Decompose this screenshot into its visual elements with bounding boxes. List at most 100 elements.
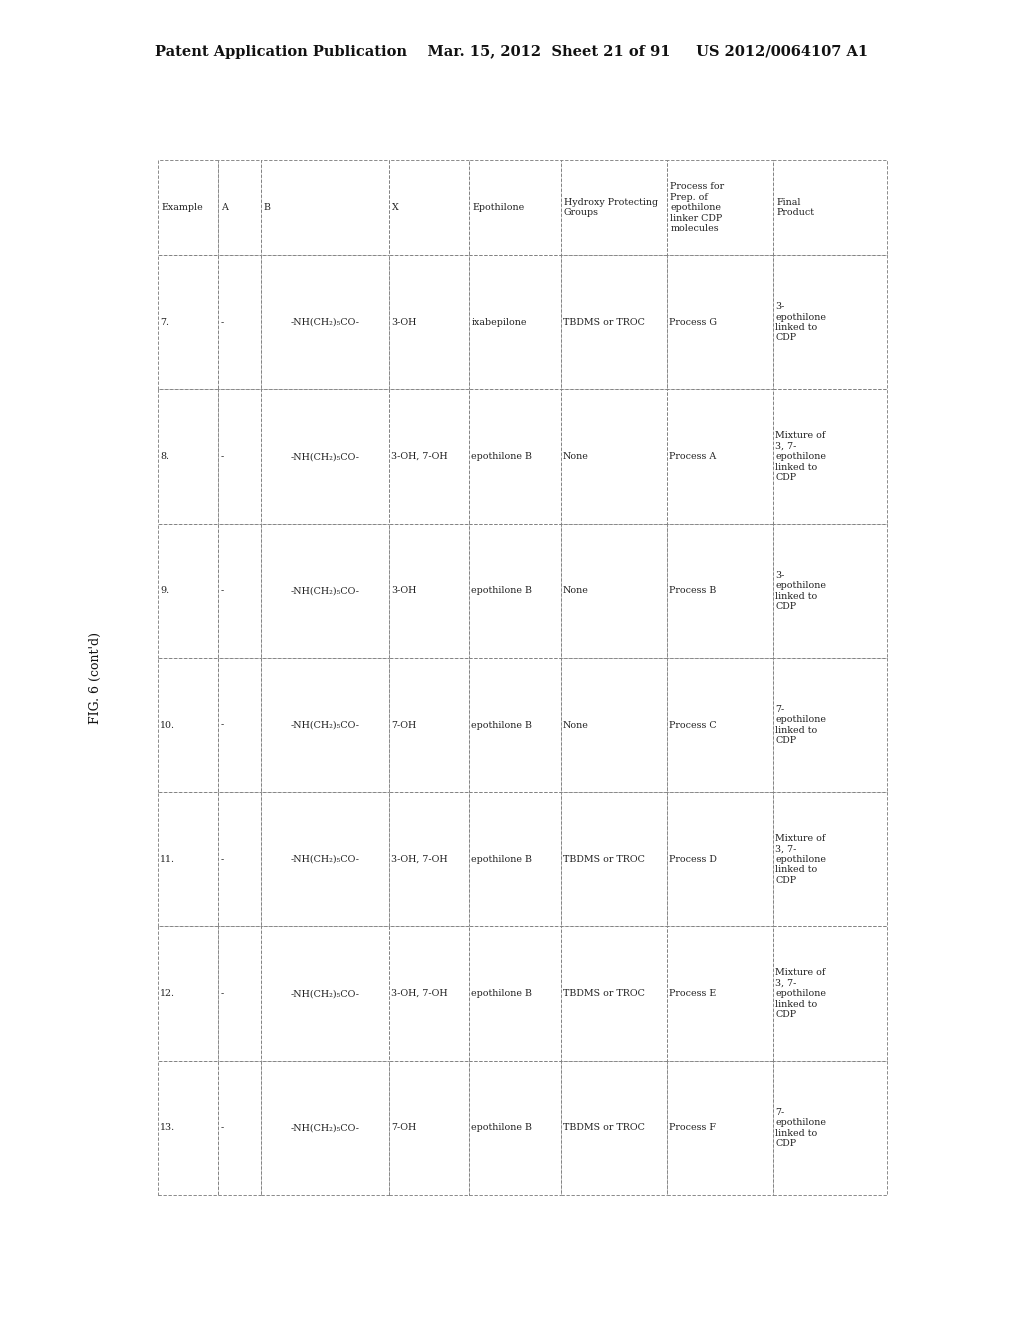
Text: B: B — [263, 203, 270, 213]
Bar — [218, 657, 260, 792]
Text: ixabepilone: ixabepilone — [471, 318, 527, 327]
Text: 7.: 7. — [160, 318, 169, 327]
Text: -NH(CH₂)₅CO-: -NH(CH₂)₅CO- — [290, 1123, 359, 1133]
Bar — [389, 657, 469, 792]
Bar — [158, 1061, 218, 1195]
Bar — [158, 792, 218, 927]
Bar — [773, 255, 887, 389]
Bar — [668, 927, 773, 1061]
Bar — [260, 792, 389, 927]
Text: TBDMS or TROC: TBDMS or TROC — [563, 318, 645, 327]
Bar — [389, 255, 469, 389]
Bar — [469, 927, 561, 1061]
Bar — [389, 927, 469, 1061]
Bar — [158, 657, 218, 792]
Bar — [773, 792, 887, 927]
Bar — [561, 792, 668, 927]
Text: 3-OH, 7-OH: 3-OH, 7-OH — [391, 453, 447, 461]
Bar — [773, 657, 887, 792]
Text: Process F: Process F — [670, 1123, 716, 1133]
Bar — [668, 792, 773, 927]
Bar — [158, 160, 218, 255]
Bar — [260, 160, 389, 255]
Text: -: - — [220, 721, 223, 730]
Text: 3-
epothilone
linked to
CDP: 3- epothilone linked to CDP — [775, 570, 826, 611]
Bar — [561, 1061, 668, 1195]
Bar — [668, 160, 773, 255]
Bar — [469, 657, 561, 792]
Text: Patent Application Publication    Mar. 15, 2012  Sheet 21 of 91     US 2012/0064: Patent Application Publication Mar. 15, … — [156, 45, 868, 59]
Bar — [561, 927, 668, 1061]
Text: 3-OH, 7-OH: 3-OH, 7-OH — [391, 989, 447, 998]
Bar — [668, 389, 773, 524]
Bar — [260, 927, 389, 1061]
Text: epothilone B: epothilone B — [471, 1123, 532, 1133]
Bar — [218, 160, 260, 255]
Text: Hydroxy Protecting
Groups: Hydroxy Protecting Groups — [564, 198, 658, 218]
Bar — [260, 1061, 389, 1195]
Bar — [158, 524, 218, 657]
Bar — [469, 255, 561, 389]
Text: 12.: 12. — [160, 989, 175, 998]
Text: Process D: Process D — [670, 855, 717, 863]
Text: Final
Product: Final Product — [776, 198, 814, 218]
Text: TBDMS or TROC: TBDMS or TROC — [563, 855, 645, 863]
Bar — [668, 1061, 773, 1195]
Bar — [389, 524, 469, 657]
Text: Epothilone: Epothilone — [472, 203, 524, 213]
Text: Process B: Process B — [670, 586, 717, 595]
Bar — [218, 927, 260, 1061]
Text: Process E: Process E — [670, 989, 717, 998]
Bar — [218, 1061, 260, 1195]
Text: -: - — [220, 318, 223, 327]
Bar — [773, 927, 887, 1061]
Text: 8.: 8. — [160, 453, 169, 461]
Text: -NH(CH₂)₅CO-: -NH(CH₂)₅CO- — [290, 453, 359, 461]
Text: 9.: 9. — [160, 586, 169, 595]
Text: 7-OH: 7-OH — [391, 721, 416, 730]
Text: Process for
Prep. of
epothilone
linker CDP
molecules: Process for Prep. of epothilone linker C… — [670, 182, 724, 232]
Bar — [158, 255, 218, 389]
Text: Example: Example — [161, 203, 203, 213]
Bar — [260, 524, 389, 657]
Text: epothilone B: epothilone B — [471, 586, 532, 595]
Text: -NH(CH₂)₅CO-: -NH(CH₂)₅CO- — [290, 586, 359, 595]
Text: 3-
epothilone
linked to
CDP: 3- epothilone linked to CDP — [775, 302, 826, 342]
Text: -: - — [220, 855, 223, 863]
Bar — [469, 524, 561, 657]
Text: -: - — [220, 453, 223, 461]
Text: 11.: 11. — [160, 855, 175, 863]
Bar — [773, 160, 887, 255]
Bar — [773, 524, 887, 657]
Text: Process A: Process A — [670, 453, 717, 461]
Text: 3-OH, 7-OH: 3-OH, 7-OH — [391, 855, 447, 863]
Bar — [218, 389, 260, 524]
Bar — [218, 255, 260, 389]
Bar — [668, 524, 773, 657]
Bar — [469, 1061, 561, 1195]
Text: -: - — [220, 586, 223, 595]
Text: TBDMS or TROC: TBDMS or TROC — [563, 989, 645, 998]
Bar — [389, 1061, 469, 1195]
Text: None: None — [563, 586, 589, 595]
Text: 3-OH: 3-OH — [391, 318, 416, 327]
Bar — [668, 657, 773, 792]
Text: A: A — [221, 203, 228, 213]
Text: 7-
epothilone
linked to
CDP: 7- epothilone linked to CDP — [775, 705, 826, 746]
Text: -: - — [220, 1123, 223, 1133]
Text: epothilone B: epothilone B — [471, 721, 532, 730]
Text: 3-OH: 3-OH — [391, 586, 416, 595]
Bar — [561, 255, 668, 389]
Bar — [218, 524, 260, 657]
Text: -NH(CH₂)₅CO-: -NH(CH₂)₅CO- — [290, 855, 359, 863]
Bar — [561, 160, 668, 255]
Text: -NH(CH₂)₅CO-: -NH(CH₂)₅CO- — [290, 989, 359, 998]
Text: None: None — [563, 453, 589, 461]
Text: Mixture of
3, 7-
epothilone
linked to
CDP: Mixture of 3, 7- epothilone linked to CD… — [775, 432, 826, 482]
Bar — [469, 389, 561, 524]
Text: None: None — [563, 721, 589, 730]
Text: Mixture of
3, 7-
epothilone
linked to
CDP: Mixture of 3, 7- epothilone linked to CD… — [775, 969, 826, 1019]
Bar — [260, 389, 389, 524]
Bar — [158, 927, 218, 1061]
Text: 7-OH: 7-OH — [391, 1123, 416, 1133]
